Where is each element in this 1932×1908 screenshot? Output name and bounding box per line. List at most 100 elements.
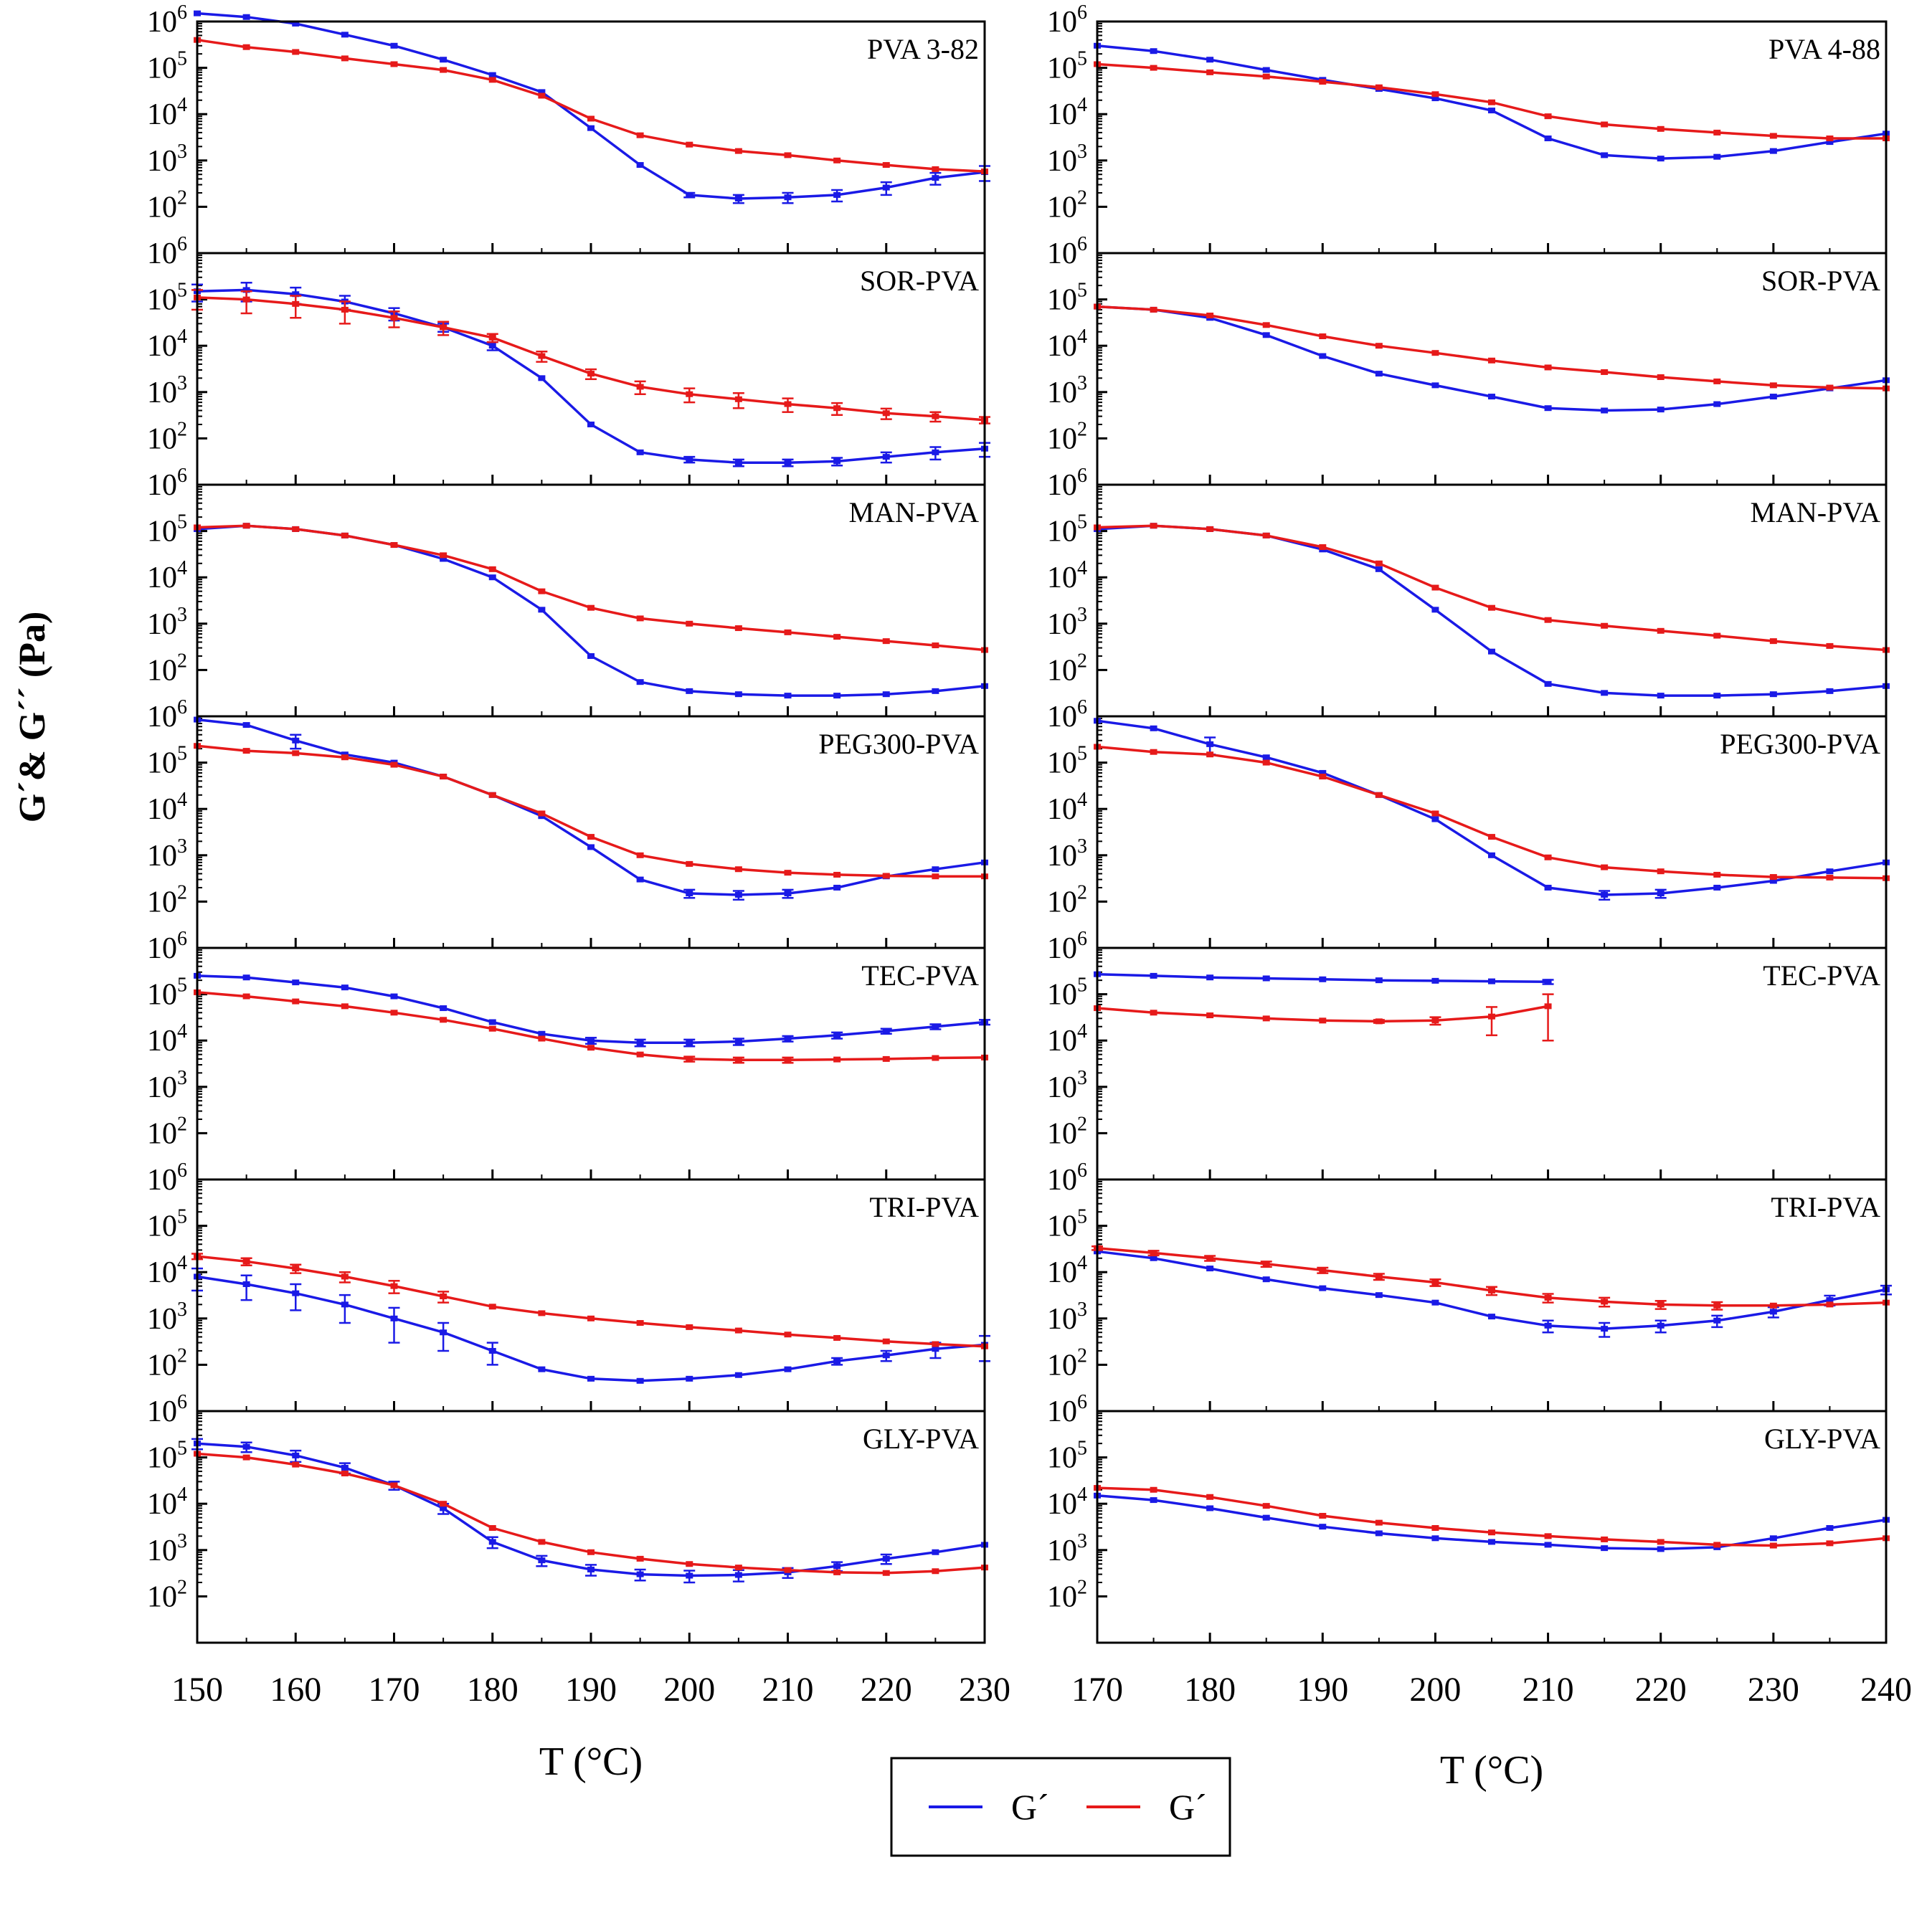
- data-point: [686, 1561, 693, 1567]
- y-tick-label: 106: [147, 1391, 187, 1428]
- y-tick-label: 103: [1047, 141, 1087, 178]
- x-tick-label: 230: [1748, 1671, 1799, 1709]
- panel-title: TRI-PVA: [869, 1191, 979, 1223]
- legend-label-g-prime: G´: [1011, 1787, 1049, 1827]
- data-point: [1657, 407, 1665, 413]
- series-g-prime: [1094, 971, 1554, 985]
- panel-left-1: 102 103 104 105 106 SOR-PVA: [147, 233, 990, 486]
- y-tick-exponent: 6: [1077, 1, 1087, 24]
- data-point: [932, 1055, 939, 1061]
- data-point: [488, 72, 496, 78]
- data-point: [1375, 560, 1383, 566]
- data-point: [636, 449, 644, 455]
- data-point: [932, 866, 939, 873]
- y-tick-exponent: 3: [1077, 1067, 1087, 1089]
- y-tick-exponent: 2: [1077, 1344, 1087, 1367]
- data-point: [341, 751, 349, 758]
- data-point: [1431, 607, 1439, 613]
- data-point: [1544, 113, 1552, 120]
- panel-title: GLY-PVA: [863, 1423, 979, 1455]
- y-tick-exponent: 5: [177, 743, 187, 765]
- data-point: [341, 1003, 349, 1010]
- data-point: [636, 162, 644, 169]
- y-tick-label: 103: [1047, 1299, 1087, 1336]
- x-tick-label: 210: [762, 1671, 814, 1709]
- panel-title: PVA 3-82: [867, 33, 979, 65]
- y-tick-label: 102: [1047, 1576, 1087, 1613]
- y-tick-label: 102: [1047, 1344, 1087, 1382]
- x-tick-label: 200: [663, 1671, 715, 1709]
- data-point: [1601, 407, 1609, 414]
- data-point: [833, 1056, 841, 1063]
- x-axis-label: T (°C): [539, 1739, 643, 1784]
- data-point: [1769, 638, 1777, 645]
- data-point: [292, 20, 300, 27]
- data-point: [784, 1567, 792, 1573]
- data-point: [1544, 405, 1552, 412]
- data-point: [1150, 1486, 1157, 1493]
- data-point: [1769, 133, 1777, 139]
- data-point: [587, 652, 595, 659]
- y-tick-label: 103: [1047, 835, 1087, 873]
- data-point: [488, 1025, 496, 1032]
- data-point: [686, 1324, 693, 1330]
- data-point: [636, 132, 644, 138]
- data-point: [1488, 357, 1495, 364]
- y-tick-label: 102: [147, 186, 187, 224]
- series-g-double-prime: [194, 989, 988, 1064]
- panel-title: TEC-PVA: [1763, 959, 1880, 992]
- data-point: [1319, 774, 1327, 780]
- y-tick-exponent: 3: [1077, 835, 1087, 858]
- y-tick-label: 105: [147, 1438, 187, 1475]
- data-point: [587, 421, 595, 427]
- data-point: [833, 157, 841, 163]
- data-point: [194, 10, 201, 16]
- y-tick-label: 104: [147, 1484, 187, 1521]
- data-point: [538, 810, 546, 817]
- data-point: [1601, 152, 1609, 158]
- data-point: [1713, 632, 1721, 639]
- data-point: [784, 629, 792, 635]
- data-point: [1488, 834, 1495, 840]
- data-point: [1319, 769, 1327, 776]
- data-point: [1826, 868, 1834, 875]
- panel-title: SOR-PVA: [1761, 265, 1880, 297]
- data-point: [1431, 91, 1439, 98]
- data-point: [292, 998, 300, 1005]
- y-tick-exponent: 2: [177, 186, 187, 209]
- data-point: [292, 526, 300, 532]
- panel-title: PEG300-PVA: [818, 728, 979, 760]
- x-tick-label: 220: [1635, 1671, 1687, 1709]
- data-point: [1431, 95, 1439, 102]
- x-tick-label: 160: [270, 1671, 321, 1709]
- panel-frame: [196, 1410, 986, 1644]
- series-line: [196, 1442, 985, 1577]
- y-tick-label: 102: [1047, 1113, 1087, 1150]
- data-point: [538, 1366, 546, 1372]
- data-point: [734, 1565, 742, 1571]
- data-point: [1431, 977, 1439, 984]
- panel-title: PEG300-PVA: [1720, 728, 1880, 760]
- y-tick-label: 102: [147, 881, 187, 919]
- data-point: [1262, 73, 1270, 80]
- data-point: [538, 375, 546, 381]
- y-tick-exponent: 5: [1077, 1206, 1087, 1228]
- y-tick-exponent: 3: [1077, 604, 1087, 626]
- data-point: [1488, 852, 1495, 858]
- data-point: [833, 634, 841, 640]
- data-point: [1206, 1266, 1214, 1272]
- panel-left-3: 102 103 104 105 106 PEG300-PVA: [147, 696, 988, 949]
- y-tick-exponent: 3: [177, 835, 187, 858]
- y-tick-exponent: 5: [177, 280, 187, 302]
- y-tick-exponent: 3: [177, 141, 187, 163]
- data-point: [1601, 690, 1609, 696]
- data-point: [587, 1375, 595, 1382]
- x-tick-label: 190: [1297, 1671, 1348, 1709]
- data-point: [1544, 680, 1552, 687]
- panel-title: TRI-PVA: [1771, 1191, 1880, 1223]
- data-point: [1431, 382, 1439, 389]
- data-point: [1544, 135, 1552, 141]
- data-point: [488, 77, 496, 83]
- data-point: [1713, 401, 1721, 407]
- data-point: [242, 748, 250, 754]
